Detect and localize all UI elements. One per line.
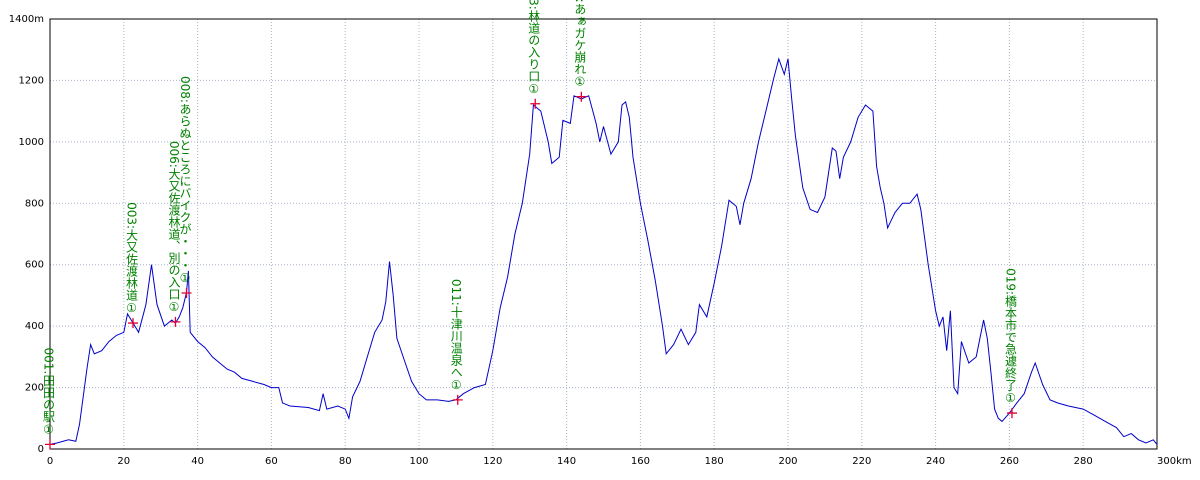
waypoint-label: 016:あぁガケ崩れ① (573, 0, 587, 89)
y-tick-label: 1000 (19, 137, 44, 148)
waypoint-label: 006:大又佐渡林道、別の入口① (167, 141, 181, 314)
x-tick-label: 0 (47, 456, 53, 467)
y-tick-label: 1400m (9, 14, 44, 25)
y-tick-label: 400 (25, 321, 44, 332)
waypoint-marker (452, 394, 463, 405)
waypoint-marker (170, 316, 181, 327)
waypoint-label: 019:橋本市で急遽終了① (1003, 268, 1017, 405)
x-tick-label: 120 (483, 456, 502, 467)
waypoint-label: 008:あらぬところにバイクが・・・① (178, 76, 192, 285)
x-tick-label: 300km (1157, 456, 1192, 467)
y-tick-label: 800 (25, 198, 44, 209)
x-tick-label: 180 (705, 456, 724, 467)
waypoint-label: 013:林道の入り口① (527, 0, 541, 96)
x-tick-label: 60 (265, 456, 278, 467)
x-tick-label: 80 (339, 456, 352, 467)
x-tick-label: 20 (117, 456, 130, 467)
x-tick-label: 220 (852, 456, 871, 467)
y-tick-label: 1200 (19, 75, 44, 86)
x-tick-label: 260 (1000, 456, 1019, 467)
waypoint-label: 003:大又佐渡林道① (125, 202, 139, 315)
x-tick-label: 140 (557, 456, 576, 467)
x-tick-label: 100 (409, 456, 428, 467)
y-tick-label: 200 (25, 383, 44, 394)
waypoint-marker (181, 287, 192, 298)
x-tick-label: 40 (191, 456, 204, 467)
x-tick-label: 280 (1074, 456, 1093, 467)
x-tick-label: 240 (926, 456, 945, 467)
x-tick-label: 160 (631, 456, 650, 467)
y-tick-label: 0 (38, 444, 44, 455)
elevation-line (49, 57, 1158, 445)
waypoint-marker (45, 439, 55, 450)
waypoint-label: 001:田田の駅① (42, 347, 56, 436)
waypoint-marker (128, 318, 139, 329)
waypoint-marker (576, 91, 587, 102)
x-tick-label: 200 (778, 456, 797, 467)
waypoint-label: 011:十津川温泉へ① (449, 279, 463, 392)
y-tick-label: 600 (25, 260, 44, 271)
waypoint-marker (1006, 408, 1017, 419)
waypoint-marker (530, 98, 541, 109)
plot-frame (49, 18, 1158, 450)
